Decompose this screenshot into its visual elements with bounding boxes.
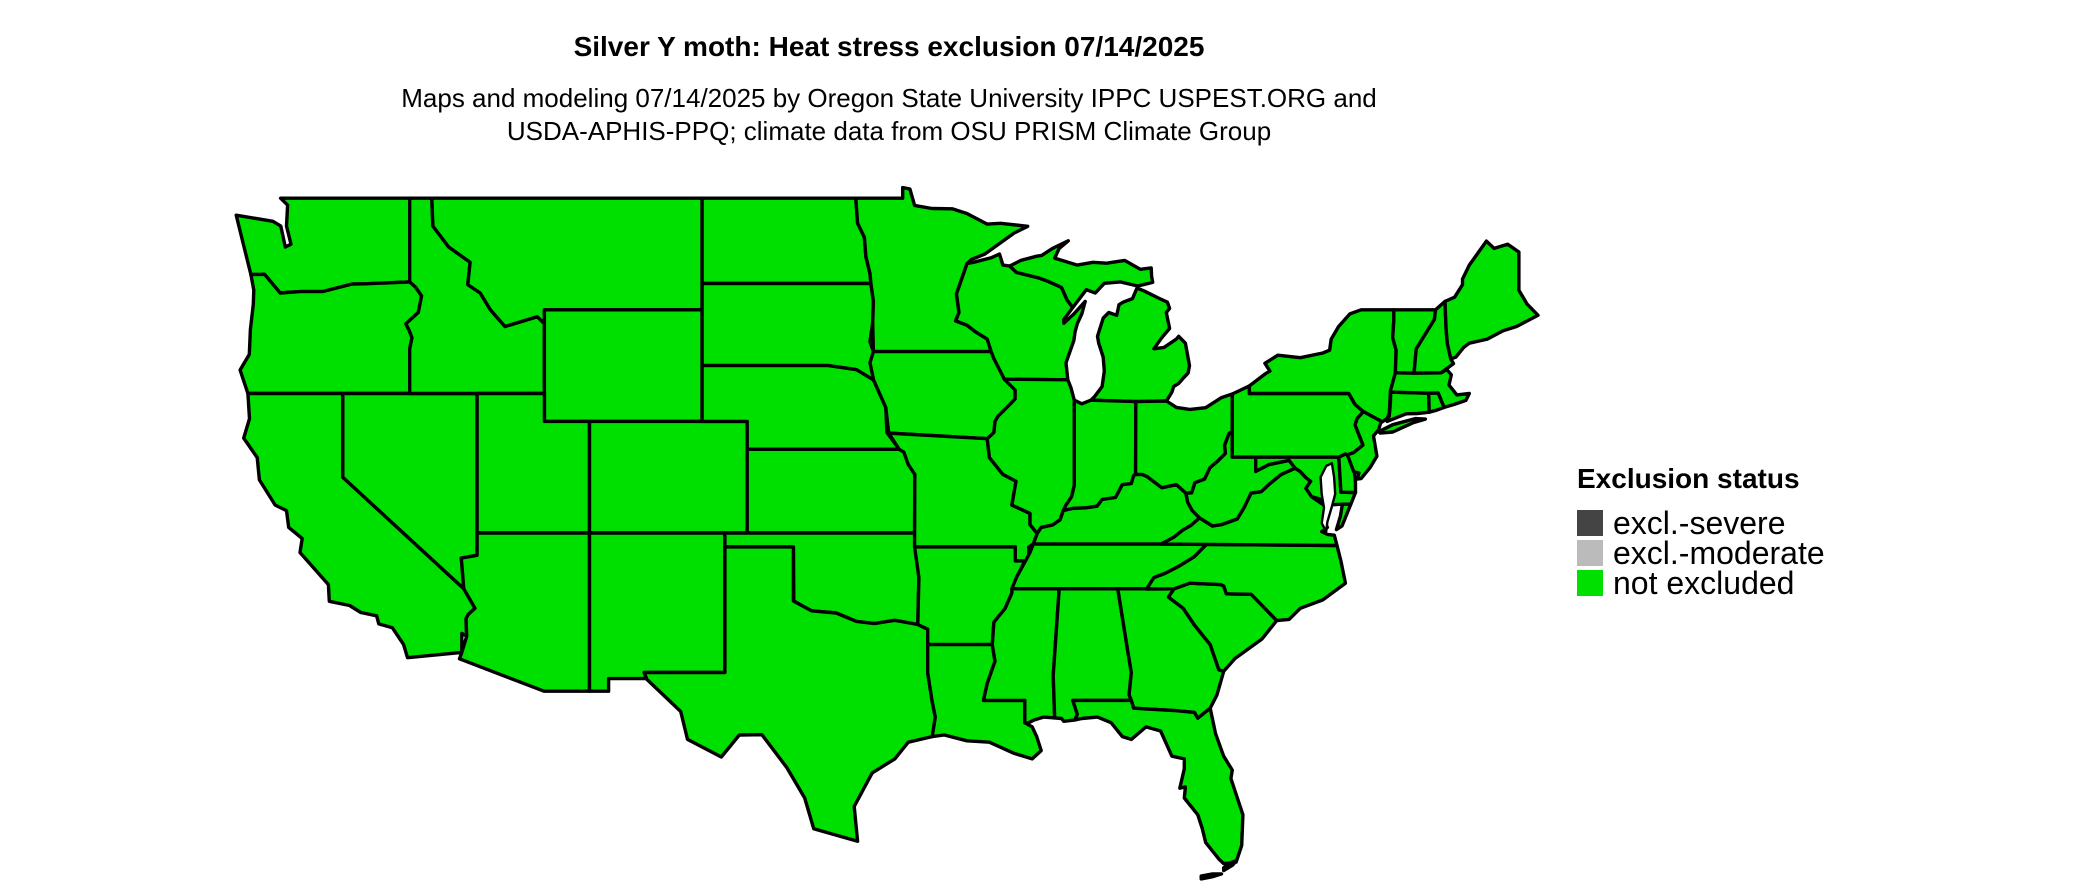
subtitle-line-2: USDA-APHIS-PPQ; climate data from OSU PR…: [506, 116, 1272, 146]
legend-swatch-excl-moderate: [1577, 540, 1603, 566]
legend-item-not-excluded: not excluded: [1577, 565, 1997, 601]
legend-items: excl.-severe excl.-moderate not excluded: [1577, 505, 1997, 601]
state-fl: [1071, 698, 1245, 881]
state-nm: [587, 531, 727, 693]
state-mi: [1008, 239, 1192, 404]
state-ky: [1031, 472, 1202, 546]
state-or: [238, 272, 424, 396]
legend-item-excl-severe: excl.-severe: [1577, 505, 1997, 541]
map-legend: Exclusion status excl.-severe excl.-moder…: [1577, 463, 1997, 601]
state-ct: [1385, 390, 1431, 424]
legend-swatch-not-excluded: [1577, 570, 1603, 596]
legend-label-excl-severe: excl.-severe: [1613, 505, 1786, 541]
state-ks: [745, 447, 917, 535]
page-title: Silver Y moth: Heat stress exclusion 07/…: [573, 31, 1205, 62]
state-nd: [700, 196, 873, 286]
us-states-map: [234, 185, 1540, 881]
state-wy: [542, 308, 704, 424]
state-nc: [1145, 542, 1348, 623]
state-co: [587, 419, 749, 535]
subtitle-line-1: Maps and modeling 07/14/2025 by Oregon S…: [401, 83, 1377, 113]
state-ne: [700, 363, 901, 451]
legend-item-excl-moderate: excl.-moderate: [1577, 535, 1997, 571]
legend-label-excl-moderate: excl.-moderate: [1613, 535, 1825, 571]
state-nj: [1345, 409, 1384, 481]
legend-title: Exclusion status: [1577, 463, 1800, 494]
attribution-subtitle: Maps and modeling 07/14/2025 by Oregon S…: [0, 82, 1778, 148]
chesapeake-bay-water: [1319, 462, 1337, 533]
state-me: [1443, 239, 1540, 361]
state-az: [457, 531, 592, 693]
state-wi: [953, 252, 1087, 382]
state-tx: [642, 545, 937, 843]
state-pa: [1230, 384, 1366, 459]
legend-swatch-excl-severe: [1577, 510, 1603, 536]
legend-label-not-excluded: not excluded: [1613, 565, 1795, 601]
